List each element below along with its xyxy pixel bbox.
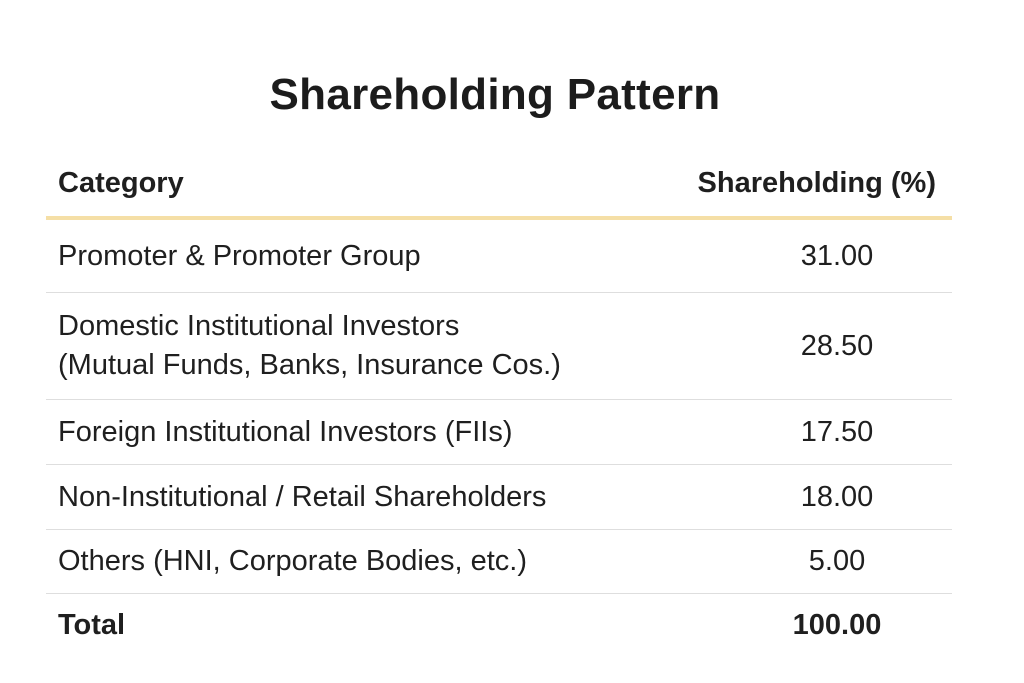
table-row: Domestic Institutional Investors (Mutual…: [46, 293, 952, 400]
row-category-line: Non-Institutional / Retail Shareholders: [58, 480, 547, 513]
row-category: Others (HNI, Corporate Bodies, etc.): [46, 542, 652, 581]
table-row: Non-Institutional / Retail Shareholders …: [46, 465, 952, 530]
total-row: Total 100.00: [46, 594, 952, 656]
row-shareholding-value: 18.00: [800, 480, 874, 513]
row-category: Non-Institutional / Retail Shareholders: [46, 478, 652, 517]
row-category: Foreign Institutional Investors (FIIs): [46, 413, 652, 452]
total-value: 100.00: [792, 608, 882, 641]
row-category: Promoter & Promoter Group: [46, 237, 652, 276]
total-label: Total: [58, 608, 126, 641]
row-shareholding-value: 17.50: [800, 415, 874, 448]
table-row: Promoter & Promoter Group 31.00: [46, 220, 952, 293]
row-category-line: Others (HNI, Corporate Bodies, etc.): [58, 545, 527, 577]
row-shareholding-value: 5.00: [808, 545, 866, 577]
table-header: Category Shareholding (%): [46, 150, 952, 220]
row-category-line: Domestic Institutional Investors: [58, 310, 460, 342]
row-category-line: Promoter & Promoter Group: [58, 239, 421, 272]
row-category: Domestic Institutional Investors (Mutual…: [46, 307, 652, 385]
table-row: Others (HNI, Corporate Bodies, etc.) 5.0…: [46, 530, 952, 594]
table-row: Foreign Institutional Investors (FIIs) 1…: [46, 400, 952, 465]
row-shareholding-value: 28.50: [800, 329, 874, 362]
row-shareholding-value: 31.00: [800, 239, 874, 272]
shareholding-table: Category Shareholding (%) Promoter & Pro…: [46, 150, 952, 656]
row-category-line: Foreign Institutional Investors (FIIs): [58, 415, 513, 448]
page-title: Shareholding Pattern: [269, 70, 721, 119]
header-category: Category: [58, 166, 184, 199]
header-shareholding: Shareholding (%): [697, 166, 936, 199]
row-category-line: (Mutual Funds, Banks, Insurance Cos.): [58, 349, 561, 381]
